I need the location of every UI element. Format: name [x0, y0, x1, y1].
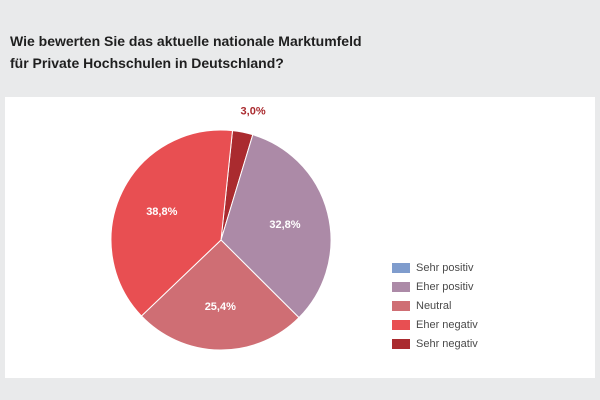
- legend-swatch: [392, 281, 410, 292]
- legend-swatch: [392, 300, 410, 311]
- legend-swatch: [392, 262, 410, 273]
- legend-label: Neutral: [416, 299, 452, 312]
- legend-label: Sehr negativ: [416, 337, 478, 350]
- chart-title-line-2: für Private Hochschulen in Deutschland?: [10, 55, 284, 71]
- chart-title-line-1: Wie bewerten Sie das aktuelle nationale …: [10, 33, 362, 49]
- chart-title: Wie bewerten Sie das aktuelle nationale …: [10, 30, 570, 74]
- pie-slice-eher-positiv: [220, 134, 332, 319]
- pie-data-label: 32,8%: [269, 219, 300, 231]
- legend: Sehr positiv Eher positiv Neutral Eher n…: [392, 258, 478, 353]
- legend-swatch: [392, 319, 410, 330]
- legend-item-sehr-positiv: Sehr positiv: [392, 258, 478, 277]
- legend-swatch: [392, 338, 410, 349]
- legend-label: Eher positiv: [416, 280, 474, 293]
- pie-slice-eher-negativ: [110, 129, 234, 317]
- legend-label: Sehr positiv: [416, 261, 474, 274]
- legend-item-sehr-negativ: Sehr negativ: [392, 334, 478, 353]
- pie-data-label: 38,8%: [146, 206, 177, 218]
- pie-data-label: 3,0%: [241, 106, 266, 118]
- legend-item-eher-positiv: Eher positiv: [392, 277, 478, 296]
- pie-slice-neutral: [140, 239, 300, 351]
- legend-item-neutral: Neutral: [392, 296, 478, 315]
- legend-item-eher-negativ: Eher negativ: [392, 315, 478, 334]
- legend-label: Eher negativ: [416, 318, 478, 331]
- pie-data-label: 25,4%: [205, 301, 236, 313]
